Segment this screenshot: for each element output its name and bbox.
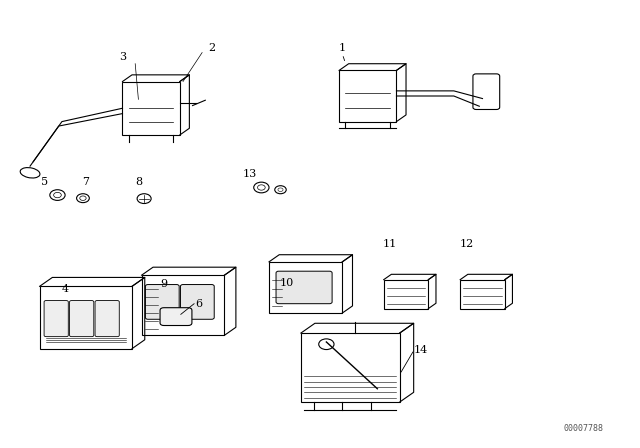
Text: 3: 3: [119, 52, 126, 62]
FancyBboxPatch shape: [180, 284, 214, 319]
Text: 4: 4: [61, 284, 68, 293]
Bar: [339, 70, 396, 121]
Bar: [460, 280, 505, 309]
Bar: [122, 82, 180, 135]
Text: 2: 2: [208, 43, 215, 53]
Bar: [301, 333, 399, 402]
FancyBboxPatch shape: [95, 301, 119, 336]
Text: 9: 9: [160, 279, 168, 289]
Ellipse shape: [20, 168, 40, 178]
FancyBboxPatch shape: [44, 301, 68, 336]
Bar: [384, 280, 428, 309]
Text: 00007788: 00007788: [564, 424, 604, 433]
Bar: [269, 262, 342, 313]
FancyBboxPatch shape: [276, 271, 332, 304]
Text: 11: 11: [383, 239, 397, 249]
Text: 6: 6: [195, 299, 202, 309]
FancyBboxPatch shape: [145, 284, 179, 319]
FancyBboxPatch shape: [160, 308, 192, 326]
Text: 13: 13: [243, 169, 257, 179]
Text: 10: 10: [280, 278, 294, 288]
Bar: [141, 275, 225, 335]
FancyBboxPatch shape: [473, 74, 500, 109]
Text: 8: 8: [135, 177, 142, 187]
Text: 5: 5: [41, 177, 48, 187]
Text: 14: 14: [413, 345, 428, 354]
Bar: [40, 286, 132, 349]
FancyBboxPatch shape: [70, 301, 94, 336]
Text: 12: 12: [460, 239, 474, 249]
Text: 7: 7: [82, 177, 89, 187]
Text: 1: 1: [339, 43, 346, 53]
